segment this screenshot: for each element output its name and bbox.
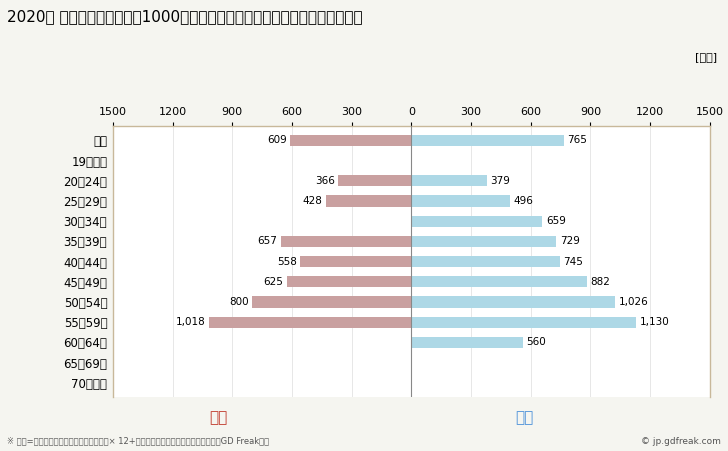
Text: 882: 882 — [590, 277, 610, 287]
Bar — [411, 296, 615, 308]
Bar — [411, 135, 563, 146]
Bar — [411, 337, 523, 348]
Text: 428: 428 — [303, 196, 323, 206]
Text: 379: 379 — [491, 176, 510, 186]
Text: 女性: 女性 — [209, 410, 228, 425]
Text: 745: 745 — [563, 257, 583, 267]
Bar — [287, 276, 411, 287]
Bar — [252, 296, 411, 308]
Text: 625: 625 — [264, 277, 283, 287]
Text: 765: 765 — [567, 135, 587, 145]
Bar — [411, 175, 487, 186]
Bar — [411, 216, 542, 227]
Text: 657: 657 — [257, 236, 277, 246]
Text: 1,130: 1,130 — [640, 317, 670, 327]
Bar — [411, 317, 636, 328]
Text: 659: 659 — [546, 216, 566, 226]
Text: ※ 年収=「きまって支給する現金給与額」× 12+「年間賞与その他特別給与額」としてGD Freak推計: ※ 年収=「きまって支給する現金給与額」× 12+「年間賞与その他特別給与額」と… — [7, 437, 269, 446]
Text: [万円]: [万円] — [695, 52, 717, 62]
Text: 729: 729 — [560, 236, 579, 246]
Text: 558: 558 — [277, 257, 297, 267]
Bar — [339, 175, 411, 186]
Bar — [280, 236, 411, 247]
Text: 1,018: 1,018 — [175, 317, 205, 327]
Bar — [300, 256, 411, 267]
Text: 1,026: 1,026 — [619, 297, 649, 307]
Text: 366: 366 — [315, 176, 335, 186]
Text: 496: 496 — [513, 196, 534, 206]
Bar — [290, 135, 411, 146]
Text: 609: 609 — [266, 135, 287, 145]
Bar — [209, 317, 411, 328]
Text: 男性: 男性 — [515, 410, 534, 425]
Text: 800: 800 — [229, 297, 248, 307]
Bar — [411, 195, 510, 207]
Bar — [411, 256, 560, 267]
Text: 560: 560 — [526, 337, 546, 347]
Bar — [411, 236, 556, 247]
Bar — [411, 276, 587, 287]
Bar — [326, 195, 411, 207]
Text: © jp.gdfreak.com: © jp.gdfreak.com — [641, 437, 721, 446]
Text: 2020年 民間企業（従業者数1000人以上）フルタイム労働者の男女別平均年収: 2020年 民間企業（従業者数1000人以上）フルタイム労働者の男女別平均年収 — [7, 9, 363, 24]
